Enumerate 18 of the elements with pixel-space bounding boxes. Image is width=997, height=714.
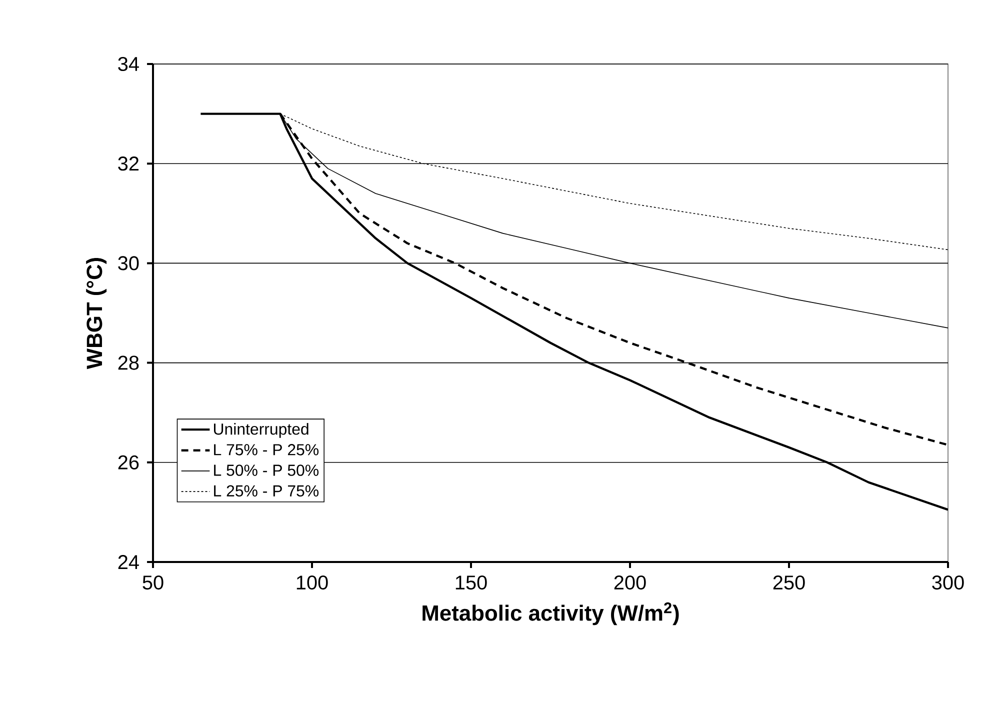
- y-tick-label: 34: [118, 56, 139, 72]
- y-tick-label: 24: [118, 555, 139, 569]
- y-axis-title: WBGT (°C): [86, 258, 107, 370]
- legend-label: L 75% - P 25%: [214, 444, 319, 456]
- x-tick-label: 150: [456, 575, 487, 590]
- legend-label: L 50% - P 50%: [214, 464, 319, 476]
- x-tick-label: 200: [614, 575, 646, 590]
- y-tick-label: 26: [118, 455, 139, 470]
- y-tick-label: 28: [118, 356, 139, 370]
- legend-label: L 25% - P 75%: [214, 485, 319, 497]
- x-tick-label: 50: [142, 575, 164, 590]
- x-tick-label: 100: [296, 575, 328, 590]
- x-tick-label: 250: [773, 575, 805, 590]
- y-tick-label: 32: [118, 156, 139, 171]
- x-axis-title: Metabolic activity (W/m$^{2}$): [422, 602, 679, 626]
- y-tick-label: 30: [118, 256, 139, 270]
- legend-label: Uninterrupted: [214, 423, 308, 438]
- x-tick-label: 300: [932, 575, 964, 590]
